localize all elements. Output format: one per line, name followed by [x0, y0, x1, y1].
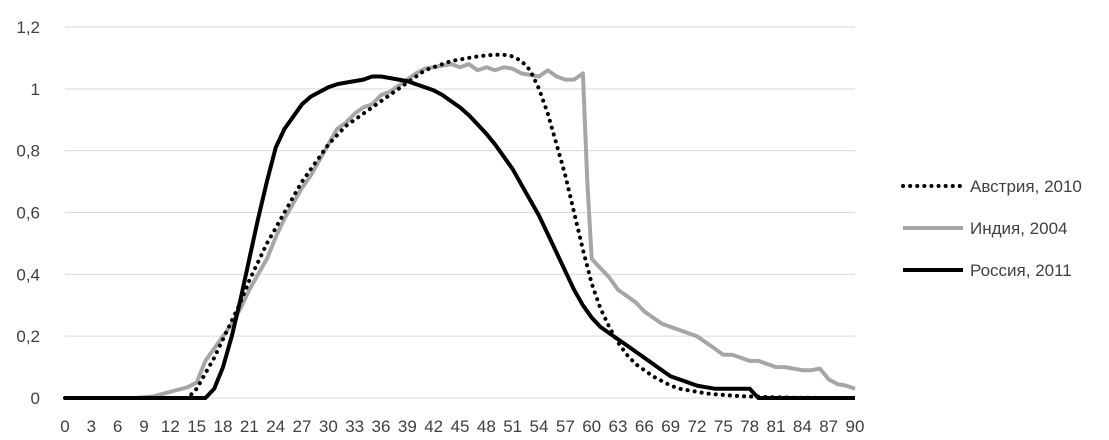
gridlines	[65, 26, 855, 399]
x-tick-label: 54	[530, 417, 549, 435]
x-tick-label: 33	[345, 417, 364, 435]
y-tick-label: 0,8	[16, 142, 40, 161]
y-tick-label: 0,4	[16, 265, 40, 284]
x-tick-label: 12	[161, 417, 180, 435]
x-tick-label: 24	[266, 417, 285, 435]
x-tick-label: 3	[87, 417, 96, 435]
legend: Австрия, 2010 Индия, 2004 Россия, 2011	[901, 177, 1082, 280]
x-tick-label: 60	[582, 417, 601, 435]
x-tick-label: 9	[139, 417, 148, 435]
x-tick-label: 57	[556, 417, 575, 435]
y-tick-label: 0,6	[16, 204, 40, 223]
x-tick-label: 69	[661, 417, 680, 435]
x-tick-label: 51	[503, 417, 522, 435]
x-tick-label: 45	[451, 417, 470, 435]
series-lines	[63, 52, 857, 400]
x-axis-ticks: 0 3 6 9 12 15 18 21 24 27 30 33 36 39 42 45 48 51 54 57 60 63…	[60, 417, 865, 436]
x-tick-label: 36	[372, 417, 391, 435]
x-tick-label: 21	[240, 417, 259, 435]
x-tick-label: 0	[60, 417, 69, 435]
x-tick-label: 90	[846, 417, 865, 435]
x-tick-label: 39	[398, 417, 417, 435]
x-tick-label: 18	[214, 417, 233, 435]
y-tick-label: 0	[31, 389, 40, 408]
x-tick-label: 87	[819, 417, 838, 435]
x-tick-label: 81	[767, 417, 786, 435]
legend-label: Россия, 2011	[970, 261, 1072, 280]
x-tick-label: 78	[740, 417, 759, 435]
x-tick-label: 6	[113, 417, 122, 435]
x-tick-label: 72	[688, 417, 707, 435]
x-tick-label: 42	[424, 417, 443, 435]
legend-label: Индия, 2004	[970, 219, 1068, 238]
x-tick-label: 15	[187, 417, 206, 435]
series-line-2	[65, 74, 855, 400]
x-tick-label: 63	[609, 417, 628, 435]
legend-label: Австрия, 2010	[970, 177, 1082, 196]
x-tick-label: 84	[793, 417, 812, 435]
x-tick-label: 66	[635, 417, 654, 435]
series-line-1	[65, 62, 856, 400]
y-axis-ticks: 0 0,2 0,4 0,6 0,8 1 1,2	[16, 18, 40, 408]
x-tick-label: 48	[477, 417, 496, 435]
x-tick-label: 30	[319, 417, 338, 435]
y-tick-label: 0,2	[16, 327, 40, 346]
x-tick-label: 75	[714, 417, 733, 435]
x-tick-label: 27	[293, 417, 312, 435]
y-tick-label: 1	[31, 80, 40, 99]
y-tick-label: 1,2	[16, 18, 40, 37]
series-line-0	[63, 52, 857, 400]
